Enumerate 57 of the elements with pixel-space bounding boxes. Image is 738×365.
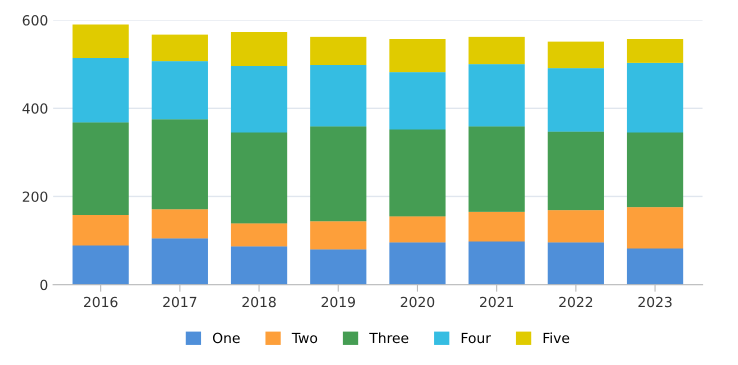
bar bbox=[230, 246, 288, 285]
legend-label: Five bbox=[544, 332, 570, 344]
bar bbox=[626, 248, 684, 285]
bar bbox=[468, 64, 525, 126]
bar bbox=[468, 212, 525, 242]
bar bbox=[72, 24, 129, 58]
bar bbox=[389, 39, 446, 72]
legend-label: Four bbox=[462, 332, 491, 344]
bar bbox=[152, 119, 208, 210]
x-tick-label: 2019 bbox=[322, 296, 355, 308]
bar bbox=[72, 58, 129, 122]
bar bbox=[152, 238, 208, 285]
bar bbox=[626, 62, 684, 133]
y-tick-label: 600 bbox=[22, 15, 48, 26]
legend-label: Two bbox=[292, 332, 318, 344]
bar bbox=[310, 126, 366, 222]
bar bbox=[468, 241, 525, 285]
bar bbox=[310, 221, 366, 250]
bar bbox=[152, 61, 208, 120]
bar bbox=[389, 72, 446, 130]
bar bbox=[310, 65, 366, 126]
y-tick-label: 400 bbox=[22, 103, 48, 114]
x-tick-label: 2020 bbox=[400, 296, 434, 308]
x-tick-label: 2021 bbox=[480, 296, 514, 308]
bar bbox=[468, 36, 525, 64]
bar bbox=[548, 68, 604, 132]
y-tick-label: 200 bbox=[22, 191, 48, 202]
bar bbox=[230, 132, 288, 224]
bar bbox=[548, 132, 604, 210]
bar bbox=[626, 39, 684, 63]
bar bbox=[310, 249, 366, 285]
bar bbox=[626, 132, 684, 208]
bar bbox=[389, 216, 446, 242]
bar bbox=[389, 242, 446, 285]
bar bbox=[230, 66, 288, 133]
bar bbox=[389, 129, 446, 216]
bar bbox=[72, 215, 129, 246]
bar bbox=[230, 223, 288, 246]
bar bbox=[72, 245, 129, 285]
x-tick-label: 2023 bbox=[638, 296, 672, 308]
bar bbox=[310, 36, 366, 66]
x-tick-label: 2018 bbox=[242, 296, 276, 308]
x-tick-label: 2017 bbox=[163, 296, 196, 308]
legend-label: One bbox=[212, 332, 240, 344]
bar bbox=[230, 32, 288, 66]
y-tick-label: 0 bbox=[40, 280, 48, 290]
x-tick-label: 2022 bbox=[559, 296, 592, 308]
bar bbox=[548, 42, 604, 68]
bar bbox=[152, 34, 208, 62]
bar bbox=[548, 210, 604, 242]
legend-label: Three bbox=[369, 332, 408, 344]
bar bbox=[548, 242, 604, 285]
bar bbox=[72, 122, 129, 216]
x-tick-label: 2016 bbox=[84, 296, 118, 308]
bar bbox=[468, 126, 525, 212]
bar bbox=[626, 207, 684, 249]
bar bbox=[152, 209, 208, 238]
